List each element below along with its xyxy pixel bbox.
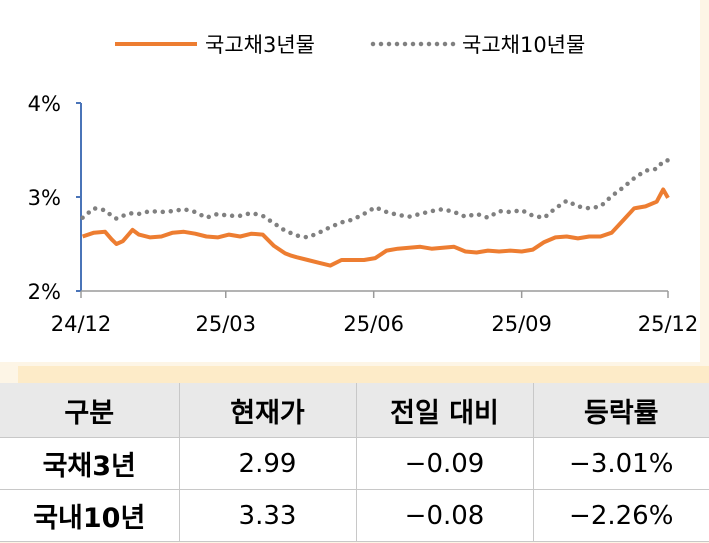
bond-yield-table: 구분 현재가 전일 대비 등락률 국채3년 2.99 −0.09 −3.01% … [0,383,709,542]
change-rate-cell: −3.01% [532,437,709,490]
chart-panel: 2% 3% 4% 24/12 25/03 25/06 25/09 25/12 국고채3년물 국고채… [0,0,700,362]
row-label: 국채3년 [0,437,179,490]
x-tick-label: 25/06 [343,312,404,336]
legend-10y-label: 국고채10년물 [462,33,585,57]
header-change-rate: 등락률 [532,383,709,438]
x-tick-label: 25/12 [638,312,699,336]
table-row: 국내10년 3.33 −0.08 −2.26% [0,489,709,542]
row-label: 국내10년 [0,489,179,542]
y-tick-label: 4% [28,92,61,116]
table-row: 국채3년 2.99 −0.09 −3.01% [0,437,709,490]
x-tick-label: 24/12 [51,312,112,336]
current-price-cell: 2.99 [178,437,356,490]
x-tick-label: 25/09 [491,312,552,336]
x-tick-label: 25/03 [195,312,256,336]
y-tick-label: 2% [28,280,61,304]
header-change-from-previous-day: 전일 대비 [355,383,533,438]
change-rate-cell: −2.26% [532,489,709,542]
header-category: 구분 [0,383,179,438]
table-header-row: 구분 현재가 전일 대비 등락률 [0,383,709,438]
bond-yield-chart: 2% 3% 4% 24/12 25/03 25/06 25/09 25/12 국고채3년물 국고채… [28,33,699,336]
change-cell: −0.08 [355,489,533,542]
legend-3y-label: 국고채3년물 [205,33,315,57]
series-line-10y [80,158,671,240]
series-line-3y [81,187,670,268]
header-current-price: 현재가 [178,383,356,438]
current-price-cell: 3.33 [178,489,356,542]
y-tick-label: 3% [28,186,61,210]
change-cell: −0.09 [355,437,533,490]
table-top-band [18,366,709,386]
